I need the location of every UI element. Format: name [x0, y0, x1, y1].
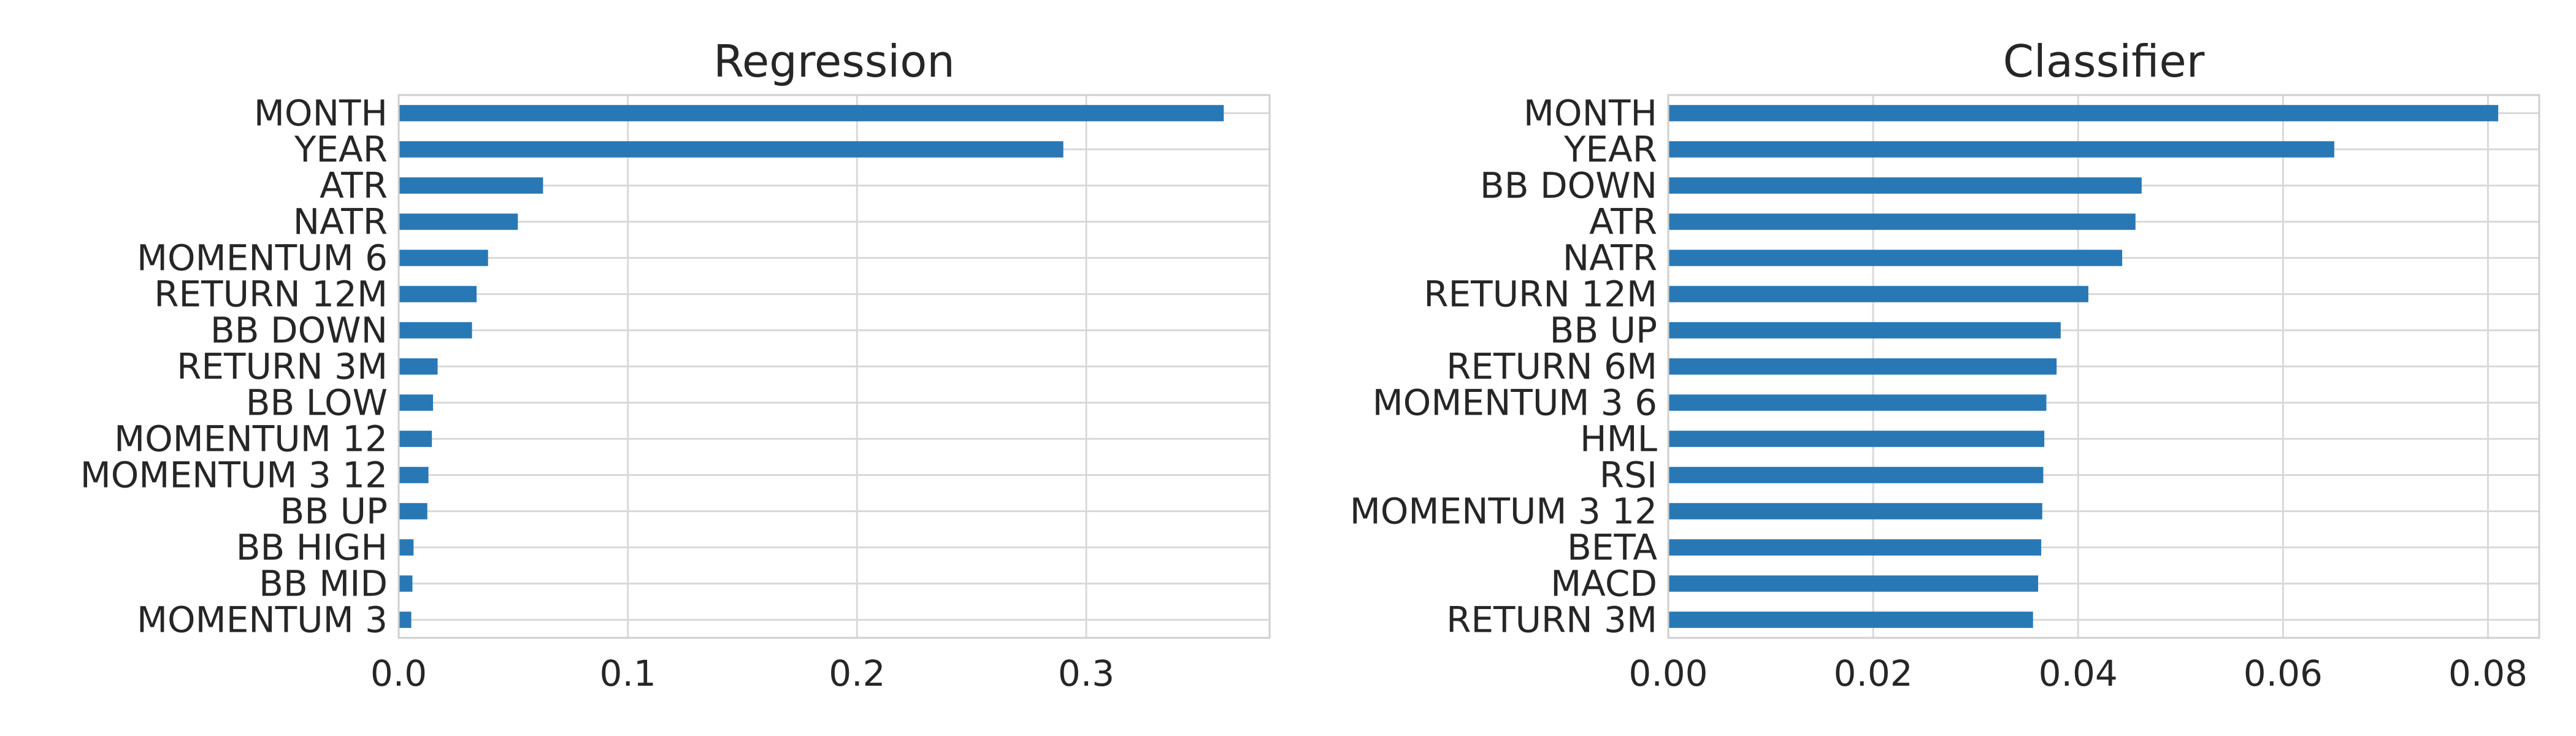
y-tick-label: MONTH: [254, 93, 388, 134]
x-tick-label: 0.1: [600, 653, 656, 694]
y-tick-label: RSI: [1600, 454, 1657, 496]
bar: [399, 503, 427, 519]
y-tick-label: MONTH: [1524, 93, 1657, 134]
bar: [1668, 503, 2042, 519]
chart-title: Classifier: [2003, 36, 2205, 87]
y-tick-label: BB UP: [1550, 310, 1657, 351]
x-tick-label: 0.2: [829, 653, 885, 694]
y-tick-label: BB MID: [259, 563, 388, 605]
bar: [1668, 105, 2499, 121]
bar: [1668, 575, 2039, 592]
y-tick-label: MOMENTUM 3 12: [80, 454, 388, 496]
bar: [1668, 213, 2136, 230]
y-tick-label: RETURN 6M: [1446, 346, 1657, 388]
bar: [1668, 539, 2042, 556]
bar: [399, 286, 477, 302]
x-tick-label: 0.02: [1834, 653, 1913, 694]
bar: [1668, 177, 2142, 194]
bar: [399, 467, 429, 483]
bar: [399, 358, 438, 375]
y-tick-label: BB LOW: [246, 382, 388, 424]
bar: [399, 213, 518, 230]
y-tick-label: MOMENTUM 6: [137, 237, 388, 279]
y-tick-label: BB DOWN: [1480, 165, 1657, 207]
y-tick-label: HML: [1580, 418, 1657, 460]
y-tick-label: BETA: [1567, 527, 1657, 569]
y-tick-label: MOMENTUM 3 6: [1373, 382, 1657, 424]
x-tick-label: 0.04: [2039, 653, 2118, 694]
bar: [399, 250, 488, 266]
plot-frame: [1667, 94, 2540, 639]
bar: [399, 611, 412, 628]
y-tick-label: NATR: [1563, 237, 1657, 279]
bar: [1668, 358, 2057, 375]
bar: [399, 394, 434, 411]
bar: [399, 539, 414, 556]
y-tick-label: YEAR: [1563, 129, 1657, 171]
x-tick-label: 0.0: [370, 653, 427, 694]
y-tick-label: MOMENTUM 12: [114, 418, 388, 460]
y-tick-label: RETURN 3M: [1446, 599, 1657, 641]
bar: [399, 105, 1224, 121]
y-tick-label: MOMENTUM 3 12: [1350, 491, 1657, 532]
x-tick-label: 0.3: [1058, 653, 1114, 694]
y-tick-label: RETURN 3M: [177, 346, 388, 388]
bar: [399, 322, 472, 339]
y-tick-label: BB UP: [280, 491, 388, 532]
y-tick-label: ATR: [1589, 201, 1657, 243]
y-tick-label: RETURN 12M: [154, 274, 388, 315]
x-tick-label: 0.06: [2244, 653, 2323, 694]
bar: [399, 141, 1064, 158]
y-tick-label: NATR: [293, 201, 388, 243]
bar: [1668, 250, 2123, 266]
y-tick-label: YEAR: [294, 129, 388, 171]
x-tick-label: 0.08: [2448, 653, 2528, 694]
bar: [1668, 141, 2334, 158]
y-tick-label: MOMENTUM 3: [137, 599, 388, 641]
chart-title: Regression: [713, 36, 955, 87]
bar: [1668, 394, 2047, 411]
y-tick-label: BB DOWN: [210, 310, 388, 351]
plot-frame: [397, 94, 1271, 639]
bar: [399, 575, 413, 592]
y-tick-label: ATR: [320, 165, 388, 207]
bar: [399, 431, 432, 447]
bar: [1668, 431, 2045, 447]
bar: [1668, 322, 2061, 339]
bar: [1668, 467, 2044, 483]
x-tick-label: 0.00: [1628, 653, 1708, 694]
bar: [1668, 286, 2088, 302]
y-tick-label: BB HIGH: [236, 527, 388, 569]
y-tick-label: RETURN 12M: [1424, 274, 1657, 315]
y-tick-label: MACD: [1551, 563, 1657, 605]
bar: [1668, 611, 2033, 628]
bar: [399, 177, 543, 194]
